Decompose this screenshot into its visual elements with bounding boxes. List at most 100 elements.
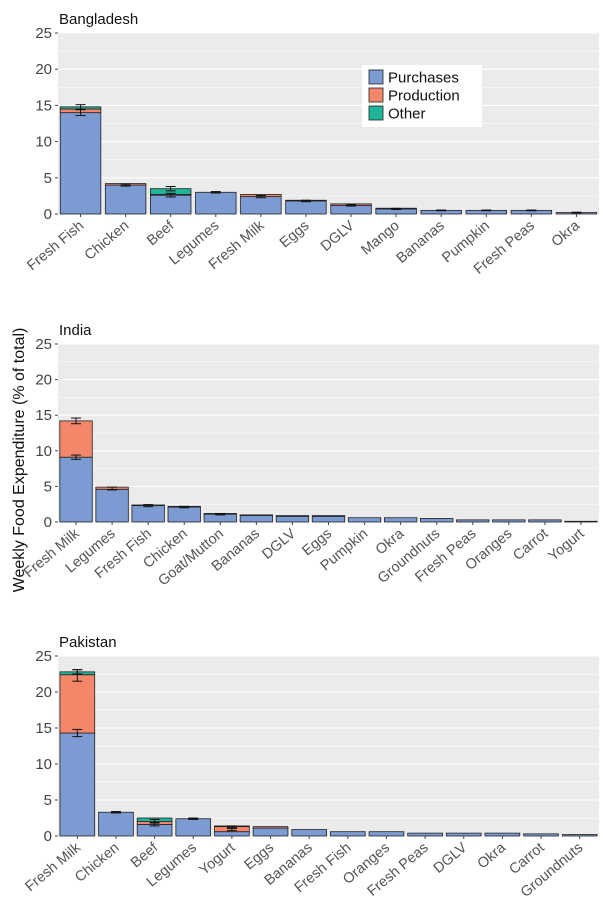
error-bar (75, 104, 86, 110)
y-tick-label: 15 (35, 407, 52, 424)
bar-dglv-purchases (330, 204, 372, 215)
y-tick-label: 0 (44, 206, 52, 223)
category-label: DGLV (318, 218, 358, 255)
y-axis-label: Weekly Food Expenditure (% of total) (11, 328, 28, 593)
panel-title: India (59, 322, 92, 339)
bar-yogurt-purchases (564, 520, 598, 523)
y-tick-label: 25 (35, 648, 52, 665)
bar-fresh-milk-production (59, 420, 93, 458)
category-label: DGLV (431, 840, 471, 877)
legend-swatch-production (368, 87, 384, 103)
error-bar (210, 191, 221, 194)
category-label: Fresh Milk (22, 839, 84, 895)
panel-title: Bangladesh (59, 11, 138, 28)
category-label: Chicken (82, 218, 132, 264)
error-bar (255, 195, 266, 199)
error-bar (71, 454, 82, 460)
y-tick-label: 15 (35, 97, 52, 114)
bar-carrot-purchases (523, 833, 559, 837)
bar-fresh-milk-purchases (59, 732, 96, 837)
error-bar (300, 199, 311, 203)
bar-eggs-purchases (285, 200, 327, 215)
error-bar (481, 209, 492, 212)
bar-legumes-purchases (95, 488, 129, 523)
bar-eggs-purchases (311, 515, 346, 523)
y-tick-label: 10 (35, 443, 52, 460)
category-label: Beef (144, 217, 178, 249)
bar-chicken-purchases (104, 184, 147, 215)
category-label: Chicken (72, 840, 122, 886)
bar-chicken-purchases (167, 506, 201, 523)
bar-carrot-purchases (528, 519, 562, 523)
y-tick-label: 5 (44, 478, 52, 495)
error-bar (149, 818, 160, 823)
bar-okra-purchases (484, 832, 521, 837)
bar-legumes-purchases (195, 191, 237, 215)
bar-groundnuts-purchases (561, 834, 598, 837)
category-label: Carrot (510, 526, 551, 564)
bar-bananas-production (239, 514, 273, 516)
legend-swatch-purchases (368, 69, 384, 85)
category-label: Yogurt (546, 526, 588, 565)
error-bar (149, 822, 160, 827)
bar-beef-purchases (150, 194, 192, 215)
bar-fresh-milk-purchases (59, 456, 93, 523)
y-tick-label: 20 (35, 61, 52, 78)
y-tick-label: 15 (35, 720, 52, 737)
error-bar (391, 207, 402, 211)
bar-eggs-production (252, 826, 289, 829)
bar-yogurt-purchases (214, 831, 250, 837)
y-tick-label: 25 (35, 25, 52, 42)
error-bar (143, 504, 154, 508)
bar-fresh-fish-purchases (131, 505, 165, 523)
category-label: Bananas (394, 218, 448, 267)
error-bar (188, 817, 199, 820)
category-label: Okra (549, 217, 584, 250)
error-bar (120, 183, 131, 187)
error-bar (526, 209, 537, 212)
bar-eggs-purchases (252, 827, 289, 837)
bar-dglv-purchases (275, 515, 310, 523)
panel-title: Pakistan (59, 634, 117, 651)
bar-eggs-production (311, 515, 346, 517)
error-bar (110, 811, 121, 814)
y-tick-label: 10 (35, 134, 52, 151)
category-label: Okra (475, 839, 510, 872)
error-bar (72, 728, 83, 738)
bar-dglv-production (275, 515, 310, 517)
bar-bananas-purchases (291, 829, 327, 837)
category-label: Yogurt (196, 840, 238, 879)
y-tick-label: 20 (35, 684, 52, 701)
y-tick-label: 25 (35, 336, 52, 353)
y-tick-label: 0 (44, 828, 52, 845)
bar-fresh-peas-purchases (407, 832, 443, 837)
bar-fresh-milk-purchases (240, 196, 282, 215)
error-bar (179, 505, 190, 509)
bar-fresh-milk-production (59, 674, 96, 734)
category-label: Eggs (277, 218, 313, 252)
bar-fresh-fish-purchases (59, 112, 102, 215)
error-bar (75, 109, 86, 117)
bar-groundnuts-purchases (420, 518, 454, 523)
y-tick-label: 20 (35, 372, 52, 389)
bar-dglv-purchases (445, 832, 482, 837)
y-tick-label: 0 (44, 514, 52, 531)
category-label: DGLV (259, 526, 299, 563)
y-tick-label: 5 (44, 170, 52, 187)
bar-legumes-purchases (175, 818, 212, 837)
bar-pumpkin-purchases (347, 517, 382, 523)
bar-oranges-purchases (492, 519, 526, 523)
error-bar (436, 209, 447, 212)
bar-fresh-fish-purchases (330, 831, 366, 837)
error-bar (571, 211, 582, 214)
y-tick-label: 5 (44, 792, 52, 809)
bar-fresh-peas-purchases (456, 519, 490, 523)
legend-label-other: Other (388, 106, 426, 123)
error-bar (72, 669, 83, 675)
error-bar (107, 486, 118, 491)
bar-okra-purchases (384, 517, 418, 523)
